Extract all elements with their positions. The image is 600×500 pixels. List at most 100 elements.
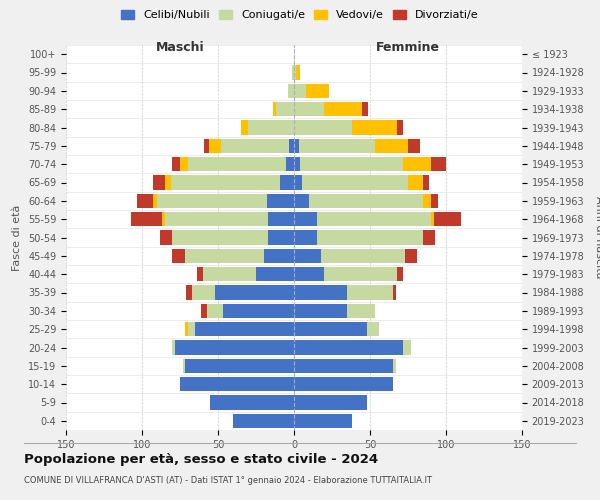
Bar [171,176,280,190]
Bar [423,194,431,208]
Bar [403,157,431,172]
Bar [157,194,266,208]
Bar [209,138,221,153]
Bar [165,176,171,190]
Bar [294,286,347,300]
Bar [423,176,429,190]
Bar [309,194,423,208]
Bar [423,230,436,244]
Text: Popolazione per età, sesso e stato civile - 2024: Popolazione per età, sesso e stato civil… [24,452,378,466]
Bar [188,157,286,172]
Bar [408,138,420,153]
Bar [280,176,294,190]
Bar [405,248,417,263]
Bar [294,267,325,281]
Bar [286,157,294,172]
Bar [294,102,325,117]
Bar [431,212,434,226]
Bar [256,267,294,281]
Bar [172,340,175,354]
Bar [137,194,152,208]
Bar [294,157,300,172]
Legend: Celibi/Nubili, Coniugati/e, Vedovi/e, Divorziati/e: Celibi/Nubili, Coniugati/e, Vedovi/e, Di… [117,6,483,25]
Bar [296,66,300,80]
Bar [160,230,172,244]
Bar [211,396,294,409]
Bar [185,358,294,373]
Bar [183,358,185,373]
Bar [299,138,374,153]
Bar [294,340,403,354]
Bar [185,248,263,263]
Bar [397,267,403,281]
Bar [294,358,393,373]
Bar [294,194,309,208]
Bar [197,267,203,281]
Bar [393,286,396,300]
Bar [347,286,393,300]
Bar [248,120,294,134]
Bar [306,84,329,98]
Y-axis label: Anni di nascita: Anni di nascita [594,196,600,279]
Bar [188,322,195,336]
Bar [266,194,294,208]
Bar [263,248,294,263]
Text: Maschi: Maschi [155,42,205,54]
Bar [208,304,223,318]
Bar [273,102,276,117]
Bar [294,138,299,153]
Bar [268,212,294,226]
Bar [268,230,294,244]
Bar [347,304,374,318]
Bar [192,286,215,300]
Bar [294,66,296,80]
Bar [374,138,408,153]
Bar [288,84,294,98]
Bar [292,66,294,80]
Bar [431,157,446,172]
Bar [294,304,347,318]
Bar [152,176,165,190]
Bar [317,230,423,244]
Bar [195,322,294,336]
Bar [294,176,302,190]
Bar [294,120,352,134]
Bar [241,120,248,134]
Bar [185,322,188,336]
Bar [294,212,317,226]
Bar [362,102,368,117]
Bar [223,304,294,318]
Bar [172,157,180,172]
Bar [221,138,289,153]
Bar [205,138,209,153]
Bar [397,120,403,134]
Bar [186,286,192,300]
Bar [294,377,393,392]
Bar [317,212,431,226]
Bar [201,304,208,318]
Bar [294,396,367,409]
Bar [289,138,294,153]
Bar [393,358,396,373]
Bar [302,176,408,190]
Bar [276,102,294,117]
Bar [300,157,403,172]
Bar [180,157,188,172]
Bar [294,84,306,98]
Bar [203,267,256,281]
Bar [165,212,268,226]
Bar [152,194,157,208]
Bar [325,102,362,117]
Bar [294,322,367,336]
Bar [325,267,397,281]
Text: COMUNE DI VILLAFRANCA D'ASTI (AT) - Dati ISTAT 1° gennaio 2024 - Elaborazione TU: COMUNE DI VILLAFRANCA D'ASTI (AT) - Dati… [24,476,432,485]
Bar [367,322,379,336]
Bar [322,248,405,263]
Bar [408,176,423,190]
Bar [175,340,294,354]
Bar [131,212,162,226]
Bar [294,230,317,244]
Bar [294,414,352,428]
Bar [180,377,294,392]
Bar [294,248,322,263]
